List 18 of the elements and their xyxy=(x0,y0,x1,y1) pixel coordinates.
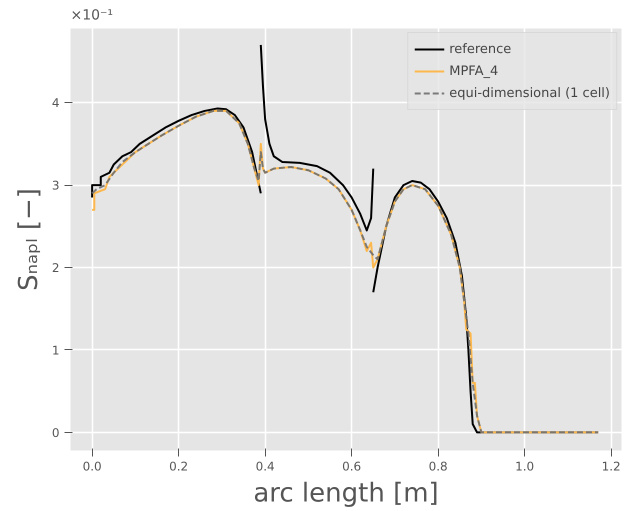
y-axis-title: Sₙₐₚₗ [−] xyxy=(14,188,44,291)
legend-label: MPFA_4 xyxy=(449,64,498,78)
x-tick-label: 0.6 xyxy=(342,460,362,474)
text: ×10⁻¹ xyxy=(70,8,114,24)
y-tick-label: 4 xyxy=(52,96,60,110)
x-tick-label: 0.8 xyxy=(428,460,448,474)
x-tick-label: 0.2 xyxy=(169,460,188,474)
y-tick-label: 0 xyxy=(52,426,60,440)
x-tick-label: 1.2 xyxy=(602,460,621,474)
legend-label: equi-dimensional (1 cell) xyxy=(449,86,610,100)
legend-label: reference xyxy=(449,42,512,56)
y-tick-label: 1 xyxy=(52,343,60,358)
x-tick-label: 0.4 xyxy=(256,460,275,474)
x-tick-label: 0.0 xyxy=(82,460,102,474)
x-tick-label: 1.0 xyxy=(515,460,534,474)
y-tick-label: 2 xyxy=(52,261,60,276)
x-axis-title: arc length [m] xyxy=(253,478,439,508)
y-tick-label: 3 xyxy=(52,178,60,193)
